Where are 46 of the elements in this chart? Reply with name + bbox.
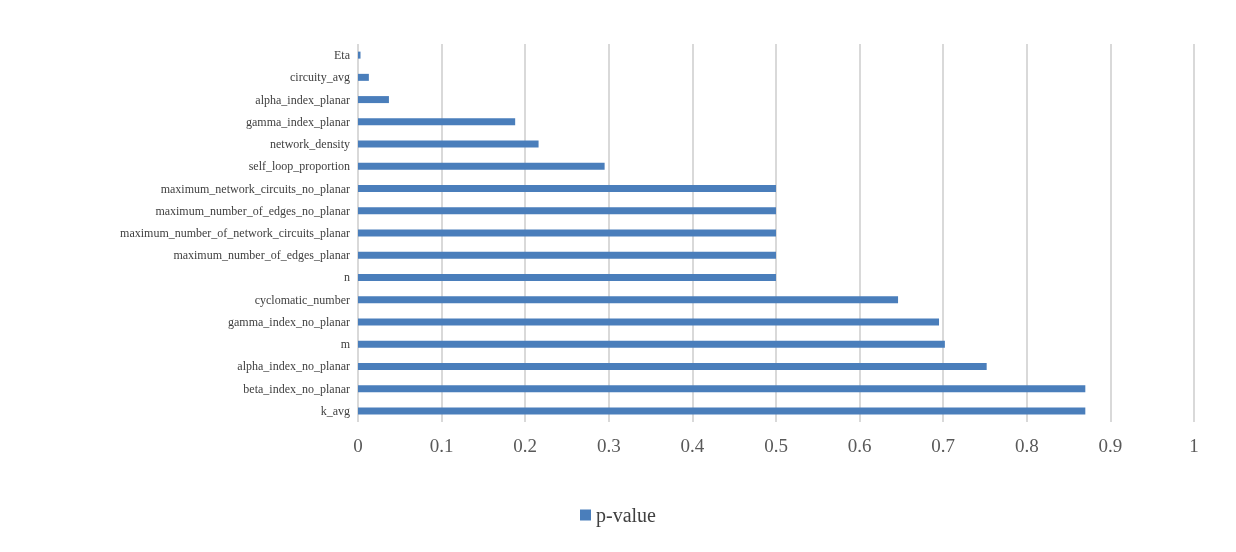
x-tick-label: 0.5 <box>764 435 788 456</box>
x-tick-label: 0.3 <box>596 435 621 456</box>
bar <box>358 362 987 370</box>
y-tick-label: n <box>344 270 350 285</box>
y-tick-label: alpha_index_no_planar <box>237 359 350 374</box>
x-tick-label: 0.9 <box>1098 435 1123 456</box>
y-tick-label: k_avg <box>320 403 350 418</box>
bar <box>358 251 776 259</box>
bar <box>358 185 776 193</box>
bar <box>358 407 1086 415</box>
y-tick-label: maximum_number_of_edges_no_planar <box>155 203 350 218</box>
x-tick-label: 0.8 <box>1014 435 1039 456</box>
y-tick-label: gamma_index_planar <box>246 114 350 129</box>
bar <box>358 73 369 81</box>
y-tick-label: circuity_avg <box>290 70 350 85</box>
bar <box>358 296 899 304</box>
x-tick-label: 0.1 <box>429 435 454 456</box>
x-tick-label: 0.4 <box>680 435 705 456</box>
legend-label: p-value <box>596 504 657 527</box>
x-tick-label: 1 <box>1189 435 1199 456</box>
x-tick-label: 0.6 <box>847 435 872 456</box>
bar <box>358 207 776 215</box>
y-tick-label: maximum_network_circuits_no_planar <box>160 181 350 196</box>
y-tick-label: gamma_index_no_planar <box>228 314 350 329</box>
bar <box>358 318 940 326</box>
y-tick-label: beta_index_no_planar <box>243 381 350 396</box>
y-tick-label: Eta <box>334 48 351 63</box>
y-tick-label: self_loop_proportion <box>248 159 350 174</box>
bar <box>358 229 776 237</box>
bar <box>358 385 1086 393</box>
y-tick-label: maximum_number_of_edges_planar <box>173 248 350 263</box>
y-tick-label: m <box>340 337 351 352</box>
y-tick-label: cyclomatic_number <box>254 292 350 307</box>
x-tick-label: 0.2 <box>513 435 538 456</box>
bar <box>358 96 389 104</box>
bar <box>358 118 516 126</box>
bar <box>358 140 539 148</box>
bar <box>358 162 605 170</box>
y-tick-label: network_density <box>270 137 350 152</box>
bar <box>358 51 361 59</box>
bar <box>358 273 776 281</box>
x-tick-label: 0.7 <box>931 435 956 456</box>
y-tick-label: alpha_index_planar <box>255 92 350 107</box>
bar <box>358 340 945 348</box>
x-tick-label: 0 <box>353 435 363 456</box>
y-tick-label: maximum_number_of_network_circuits_planar <box>120 226 350 240</box>
